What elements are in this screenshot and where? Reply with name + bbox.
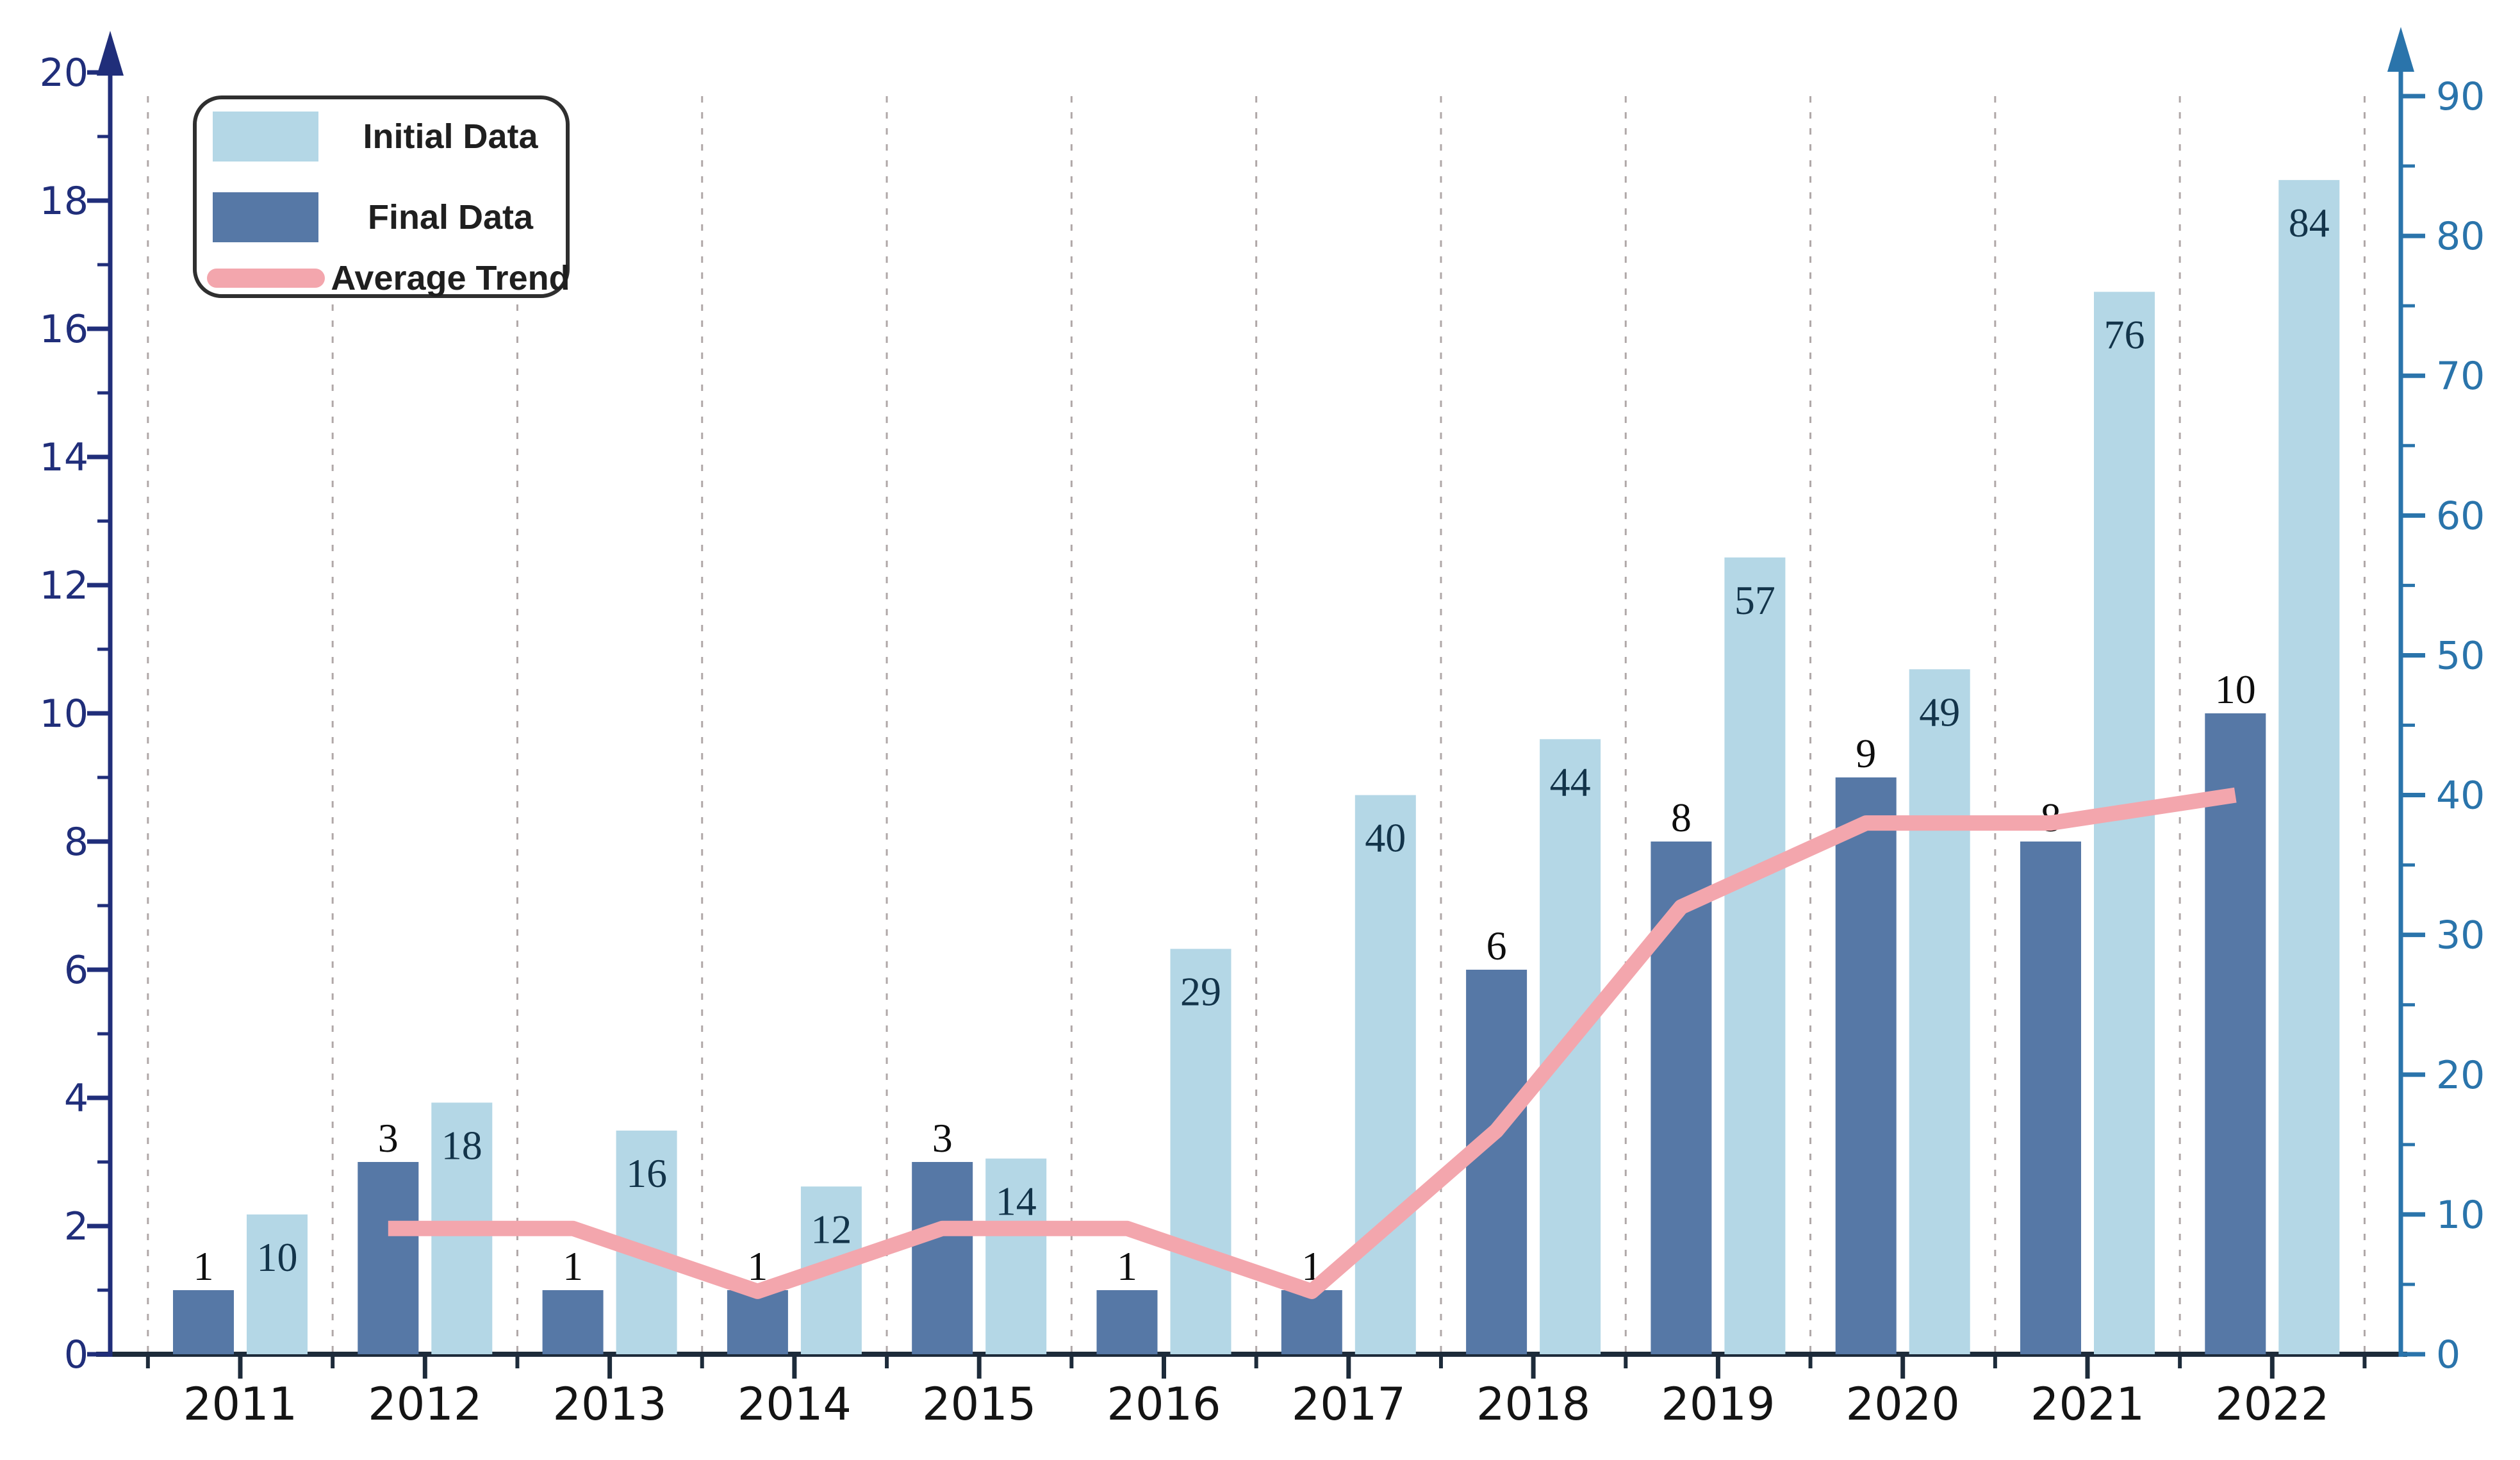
left-axis-tick-label-10: 10 — [40, 692, 88, 736]
left-axis-tick-label-8: 8 — [64, 820, 88, 865]
bar-label-final-2013: 1 — [563, 1243, 583, 1289]
legend-final-swatch — [213, 192, 318, 242]
bar-label-initial-2022: 84 — [2289, 200, 2330, 245]
legend-initial-swatch — [213, 112, 318, 162]
average-trend-line — [388, 787, 2237, 1299]
legend-label-final: Final Data — [368, 198, 534, 236]
left-axis-tick-label-2: 2 — [64, 1204, 88, 1249]
bar-label-initial-2020: 49 — [1919, 689, 1960, 734]
bar-label-final-2018: 6 — [1486, 923, 1507, 968]
bar-initial-2021 — [2094, 292, 2155, 1354]
bar-initial-2017 — [1355, 795, 1416, 1354]
right-axis-tick-label-30: 30 — [2436, 913, 2485, 958]
bar-final-2014 — [727, 1290, 788, 1354]
x-tick-label-2012: 2012 — [368, 1378, 482, 1431]
left-axis-tick-label-0: 0 — [64, 1332, 88, 1377]
left-axis-tick-label-18: 18 — [40, 179, 88, 224]
bar-label-final-2015: 3 — [932, 1115, 953, 1161]
bar-initial-2015 — [985, 1158, 1047, 1354]
left-axis-tick-label-16: 16 — [40, 307, 88, 352]
right-axis-tick-label-60: 60 — [2436, 494, 2485, 538]
legend-label-initial: Initial Data — [363, 117, 538, 156]
bar-label-final-2016: 1 — [1117, 1243, 1137, 1289]
legend: Initial Data Final Data Average Trend — [193, 95, 570, 298]
x-tick-label-2017: 2017 — [1292, 1378, 1406, 1431]
left-axis-tick-label-20: 20 — [40, 51, 88, 95]
bar-label-initial-2018: 44 — [1550, 759, 1591, 804]
bar-label-initial-2011: 10 — [257, 1234, 298, 1280]
bar-initial-2016 — [1170, 949, 1231, 1354]
bar-final-2018 — [1466, 970, 1528, 1354]
right-axis-tick-label-50: 50 — [2436, 633, 2485, 678]
x-tick-label-2022: 2022 — [2215, 1378, 2329, 1431]
bar-label-initial-2016: 29 — [1180, 968, 1221, 1014]
bar-final-2011 — [173, 1290, 234, 1354]
bar-label-final-2020: 9 — [1856, 731, 1876, 776]
bar-initial-2019 — [1724, 557, 1786, 1355]
bar-final-2012 — [358, 1162, 419, 1354]
right-axis-tick-label-70: 70 — [2436, 354, 2485, 399]
bar-label-final-2019: 8 — [1671, 795, 1692, 840]
right-axis-arrow-icon — [2387, 27, 2414, 72]
bar-final-2017 — [1281, 1290, 1342, 1354]
bar-label-initial-2014: 12 — [811, 1206, 852, 1252]
legend-label-trend: Average Trend — [331, 259, 570, 297]
bar-label-initial-2015: 14 — [996, 1179, 1037, 1224]
bar-label-initial-2019: 57 — [1734, 577, 1775, 623]
bar-final-2016 — [1096, 1290, 1158, 1354]
right-axis-tick-label-20: 20 — [2436, 1053, 2485, 1098]
x-tick-label-2013: 2013 — [553, 1378, 667, 1431]
x-tick-label-2020: 2020 — [1846, 1378, 1960, 1431]
x-tick-label-2014: 2014 — [737, 1378, 852, 1431]
bar-initial-2011 — [247, 1214, 308, 1354]
x-tick-label-2011: 2011 — [183, 1378, 297, 1431]
bar-label-final-2022: 10 — [2215, 667, 2256, 712]
left-axis-tick-label-12: 12 — [40, 563, 88, 608]
left-axis-tick-label-14: 14 — [40, 435, 88, 480]
right-axis-tick-label-0: 0 — [2436, 1332, 2460, 1377]
left-axis-arrow-icon — [97, 31, 124, 76]
x-tick-label-2015: 2015 — [922, 1378, 1036, 1431]
bar-label-final-2011: 1 — [194, 1243, 214, 1289]
x-tick-label-2016: 2016 — [1107, 1378, 1221, 1431]
bar-final-2022 — [2205, 713, 2266, 1354]
bar-label-initial-2017: 40 — [1365, 815, 1406, 861]
x-tick-label-2021: 2021 — [2030, 1378, 2145, 1431]
bar-label-final-2012: 3 — [378, 1115, 399, 1161]
right-axis-tick-label-90: 90 — [2436, 74, 2485, 119]
bar-final-2021 — [2020, 842, 2081, 1354]
right-axis-tick-label-10: 10 — [2436, 1193, 2485, 1238]
right-axis-tick-label-80: 80 — [2436, 214, 2485, 259]
bar-final-2013 — [542, 1290, 604, 1354]
bar-initial-2020 — [1909, 669, 1970, 1354]
x-tick-label-2018: 2018 — [1476, 1378, 1590, 1431]
bar-label-initial-2013: 16 — [626, 1150, 667, 1196]
right-axis-tick-label-40: 40 — [2436, 774, 2485, 818]
left-axis-tick-label-4: 4 — [64, 1076, 88, 1121]
bar-initial-2022 — [2278, 179, 2340, 1354]
bar-label-initial-2012: 18 — [441, 1122, 482, 1168]
bar-label-initial-2021: 76 — [2104, 311, 2145, 357]
bar-final-2015 — [912, 1162, 973, 1354]
left-axis-tick-label-6: 6 — [64, 948, 88, 993]
x-tick-label-2019: 2019 — [1661, 1378, 1775, 1431]
bar-final-2020 — [1835, 777, 1897, 1354]
